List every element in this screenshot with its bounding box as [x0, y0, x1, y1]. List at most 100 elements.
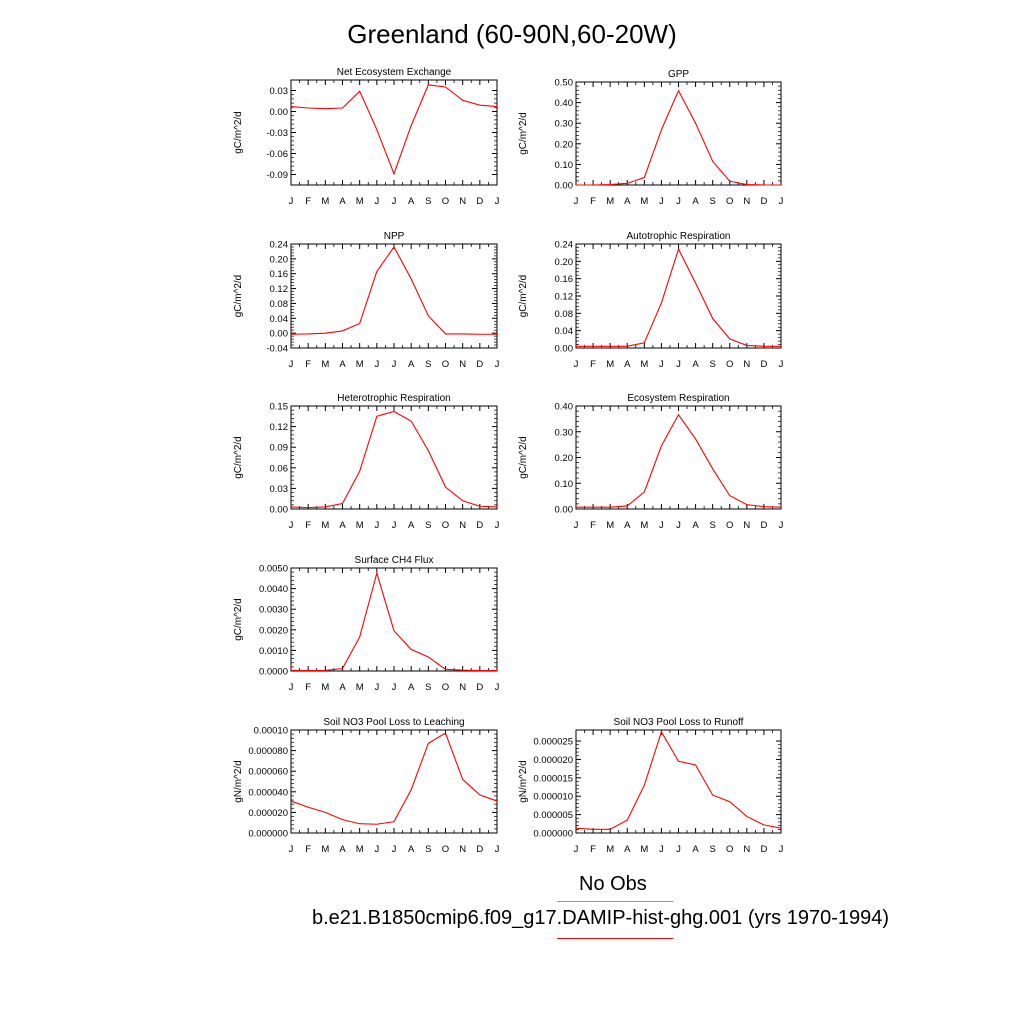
series-line [575, 730, 782, 830]
chart-title: GPP [668, 69, 689, 80]
x-tick-label: A [692, 520, 699, 531]
y-tick-label: 0.16 [555, 274, 574, 285]
x-tick-label: N [459, 844, 466, 855]
x-tick-label: J [374, 844, 379, 855]
x-tick-label: M [640, 520, 648, 531]
x-tick-label: J [495, 844, 500, 855]
y-tick-label: 0.15 [270, 402, 289, 413]
x-tick-label: J [289, 844, 294, 855]
x-tick-label: J [659, 844, 664, 855]
x-tick-label: S [709, 359, 715, 370]
x-tick-label: N [743, 520, 750, 531]
x-tick-label: F [590, 359, 596, 370]
x-tick-label: A [408, 520, 415, 531]
y-tick-label: 0.12 [270, 284, 289, 295]
chart-title: Net Ecosystem Exchange [337, 67, 452, 78]
x-tick-label: M [640, 196, 648, 207]
y-tick-label: 0.04 [270, 314, 289, 325]
chart-panel-9: J F M A M J J A S O N D J0.0000250.0000200.0000150.0… [518, 717, 784, 855]
x-tick-label: J [779, 359, 784, 370]
x-tick-label: F [305, 196, 311, 207]
x-tick-label: M [321, 196, 329, 207]
chart-title: Soil NO3 Pool Loss to Leaching [323, 717, 464, 728]
y-tick-label: 0.16 [270, 269, 289, 280]
x-tick-label: S [709, 520, 715, 531]
x-tick-label: J [574, 844, 579, 855]
y-tick-label: 0.0030 [259, 605, 288, 616]
x-tick-label: J [392, 520, 397, 531]
x-tick-label: A [408, 844, 415, 855]
chart-panel-2: J F M A M J J A S O N D J0.500.400.300.200.100.00gC/… [518, 69, 784, 207]
x-tick-label: J [289, 682, 294, 693]
x-tick-label: J [495, 196, 500, 207]
y-tick-label: 0.000000 [533, 829, 573, 840]
y-tick-label: 0.000025 [533, 737, 573, 748]
x-tick-label: F [305, 520, 311, 531]
y-tick-label: -0.09 [266, 170, 288, 181]
x-tick-label: O [442, 520, 449, 531]
y-tick-label: 0.09 [270, 443, 289, 454]
x-tick-label: M [321, 682, 329, 693]
x-tick-label: M [640, 844, 648, 855]
y-tick-label: 0.000000 [248, 829, 288, 840]
series-line [290, 732, 498, 825]
legend-line-model-run [557, 938, 673, 939]
y-tick-label: 0.000040 [248, 787, 288, 798]
x-tick-label: A [339, 196, 346, 207]
chart-panel-7: J F M A M J J A S O N D J0.00500.00400.00300.00200.0… [233, 555, 500, 693]
x-tick-label: D [476, 682, 483, 693]
x-tick-label: J [779, 844, 784, 855]
x-tick-label: A [692, 196, 699, 207]
y-tick-label: -0.06 [266, 149, 288, 160]
x-tick-label: A [624, 520, 631, 531]
y-axis-label: gC/m^2/d [233, 275, 244, 318]
x-tick-label: J [495, 682, 500, 693]
y-axis-label: gC/m^2/d [233, 598, 244, 641]
x-tick-label: J [374, 520, 379, 531]
legend-label-model-run: b.e21.B1850cmip6.f09_g17.DAMIP-hist-ghg.… [312, 907, 890, 929]
legend-line-no-obs [557, 901, 673, 902]
chart-title: Surface CH4 Flux [355, 555, 434, 566]
y-tick-label: 0.20 [555, 453, 574, 464]
plot-frame [290, 729, 498, 834]
x-tick-label: A [692, 359, 699, 370]
x-tick-label: J [659, 196, 664, 207]
y-tick-label: 0.000020 [533, 755, 573, 766]
x-tick-label: M [356, 196, 364, 207]
chart-title: Soil NO3 Pool Loss to Runoff [614, 717, 744, 728]
y-tick-label: 0.00 [555, 505, 574, 516]
chart-panel-6: J F M A M J J A S O N D J0.400.300.200.100.00gC/m^2/… [518, 393, 784, 531]
x-tick-label: M [321, 359, 329, 370]
plot-frame [290, 405, 498, 510]
y-tick-label: 0.08 [270, 299, 289, 310]
x-tick-label: J [289, 520, 294, 531]
y-tick-label: 0.12 [555, 292, 574, 303]
x-tick-label: F [305, 359, 311, 370]
chart-title: Ecosystem Respiration [627, 393, 729, 404]
x-tick-label: S [425, 359, 431, 370]
series-line [290, 571, 497, 672]
x-tick-label: A [339, 682, 346, 693]
y-tick-label: 0.00 [270, 107, 289, 118]
y-tick-label: 0.06 [270, 463, 289, 474]
x-tick-label: M [606, 844, 614, 855]
x-tick-label: J [392, 844, 397, 855]
x-tick-label: J [495, 520, 500, 531]
x-tick-label: S [425, 520, 431, 531]
x-tick-label: M [356, 359, 364, 370]
x-tick-label: N [743, 196, 750, 207]
series-line [290, 84, 498, 176]
x-tick-label: A [408, 196, 415, 207]
y-tick-label: 0.30 [555, 427, 574, 438]
x-tick-label: N [459, 520, 466, 531]
x-tick-label: D [760, 196, 767, 207]
x-tick-label: O [442, 196, 449, 207]
series-line [576, 413, 782, 508]
y-tick-label: 0.10 [555, 479, 574, 490]
x-tick-label: J [779, 520, 784, 531]
x-tick-label: J [374, 196, 379, 207]
x-tick-label: N [743, 844, 750, 855]
x-tick-label: S [709, 196, 715, 207]
y-tick-label: 0.24 [270, 240, 289, 251]
